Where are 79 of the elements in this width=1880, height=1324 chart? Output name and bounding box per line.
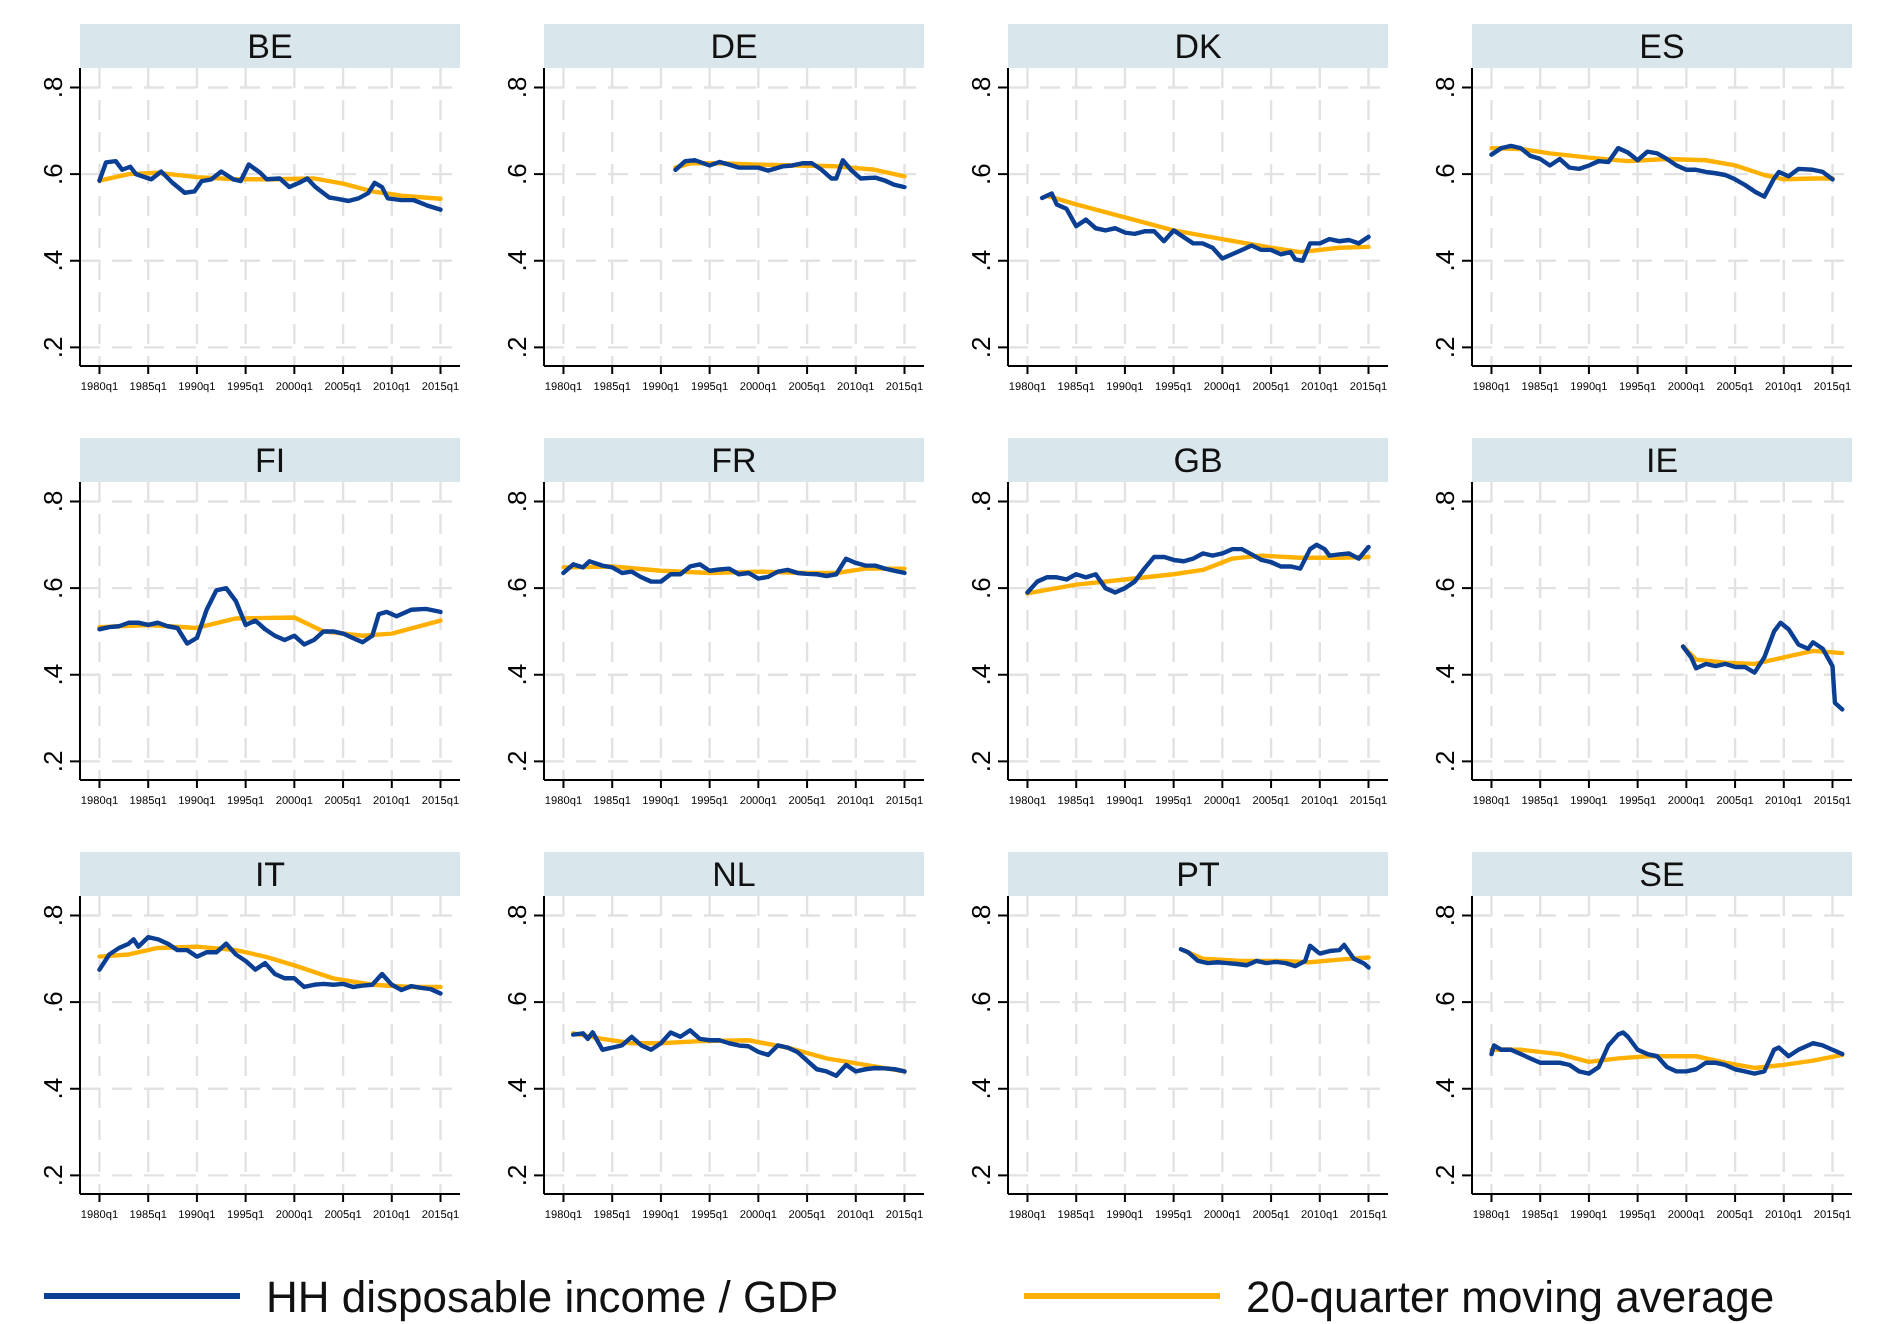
- y-tick-label: .2: [966, 336, 996, 359]
- line-series: [97, 615, 443, 638]
- y-tick-label: .6: [38, 577, 68, 599]
- line-series: [97, 158, 443, 212]
- y-tick-label: .8: [1430, 904, 1460, 927]
- line-series: [97, 944, 443, 990]
- y-tick-label: .6: [502, 163, 532, 185]
- line-series: [97, 585, 443, 647]
- y-tick-label: .2: [1430, 1164, 1460, 1187]
- y-tick-label: .2: [502, 1164, 532, 1187]
- chart-title: ES: [1639, 28, 1685, 66]
- y-tick-label: .4: [502, 663, 532, 686]
- y-tick-label: .4: [38, 249, 68, 272]
- y-tick-label: .4: [38, 1077, 68, 1100]
- y-tick-label: .4: [966, 1077, 996, 1100]
- y-tick-label: .4: [1430, 249, 1460, 272]
- line-series: [1489, 143, 1835, 199]
- line-series: [1489, 1047, 1845, 1071]
- y-tick-label: .8: [502, 76, 532, 99]
- y-tick-label: .6: [966, 577, 996, 599]
- y-tick-label: .2: [966, 750, 996, 773]
- y-tick-label: .4: [38, 663, 68, 686]
- chart-title: BE: [247, 28, 293, 66]
- chart-title: GB: [1173, 442, 1223, 480]
- y-tick-label: .8: [966, 76, 996, 99]
- line-series: [561, 556, 907, 584]
- line-series: [673, 158, 907, 190]
- y-tick-label: .4: [1430, 663, 1460, 686]
- y-tick-label: .2: [38, 750, 68, 773]
- y-tick-label: .4: [966, 663, 996, 686]
- y-tick-label: .4: [1430, 1077, 1460, 1100]
- legend-label: HH disposable income / GDP: [266, 1272, 839, 1322]
- chart-title: PT: [1176, 856, 1220, 894]
- y-tick-label: .4: [502, 1077, 532, 1100]
- y-tick-label: .6: [1430, 991, 1460, 1013]
- y-tick-label: .2: [1430, 750, 1460, 773]
- line-series: [673, 161, 907, 179]
- y-tick-label: .8: [966, 490, 996, 513]
- y-tick-label: .8: [38, 904, 68, 927]
- y-tick-label: .8: [1430, 490, 1460, 513]
- y-tick-label: .6: [502, 991, 532, 1013]
- y-tick-label: .4: [502, 249, 532, 272]
- y-tick-label: .6: [966, 163, 996, 185]
- y-tick-label: .8: [38, 490, 68, 513]
- line-series: [97, 934, 443, 996]
- y-tick-label: .2: [966, 1164, 996, 1187]
- line-series: [1025, 542, 1371, 595]
- line-series: [1178, 942, 1371, 970]
- line-series: [1489, 145, 1835, 182]
- legend-label: 20-quarter moving average: [1246, 1272, 1775, 1322]
- line-series: [97, 170, 443, 202]
- chart-title: IT: [254, 856, 286, 894]
- line-series: [1680, 620, 1845, 712]
- y-tick-label: .8: [38, 76, 68, 99]
- y-tick-label: .2: [502, 750, 532, 773]
- y-tick-label: .2: [502, 336, 532, 359]
- chart-title: NL: [712, 856, 756, 894]
- y-tick-label: .6: [38, 991, 68, 1013]
- y-tick-label: .4: [966, 249, 996, 272]
- chart-title: DE: [710, 28, 758, 66]
- line-series: [1489, 1030, 1845, 1076]
- y-tick-label: .6: [1430, 163, 1460, 185]
- chart-title: FI: [254, 442, 286, 480]
- y-tick-label: .6: [1430, 577, 1460, 599]
- chart-title: DK: [1174, 28, 1223, 66]
- y-tick-label: .8: [502, 904, 532, 927]
- y-tick-label: .8: [966, 904, 996, 927]
- y-tick-label: .8: [502, 490, 532, 513]
- chart-title: FR: [711, 442, 757, 480]
- line-series: [1025, 553, 1371, 596]
- y-tick-label: .6: [966, 991, 996, 1013]
- chart-title: SE: [1639, 856, 1685, 894]
- y-tick-label: .8: [1430, 76, 1460, 99]
- y-tick-label: .6: [38, 163, 68, 185]
- y-tick-label: .6: [502, 577, 532, 599]
- chart-title: IE: [1645, 442, 1679, 480]
- y-tick-label: .2: [38, 336, 68, 359]
- y-tick-label: .2: [1430, 336, 1460, 359]
- y-tick-label: .2: [38, 1164, 68, 1187]
